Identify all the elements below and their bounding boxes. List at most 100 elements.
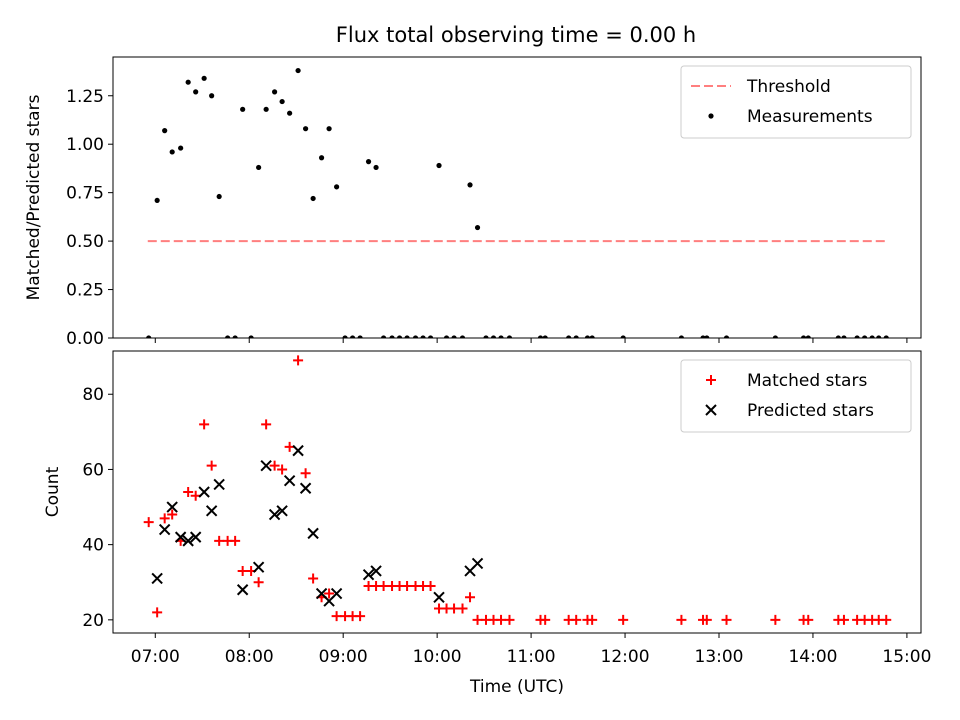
measurement-point: [201, 75, 207, 81]
measurement-point: [678, 335, 685, 338]
matched-stars-point: [676, 614, 687, 625]
measurement-point: [232, 335, 238, 338]
matched-stars-point: [167, 509, 178, 520]
predicted-stars-point: [471, 557, 484, 570]
y-tick-label: 1.00: [66, 135, 104, 155]
matched-stars-point: [571, 614, 582, 625]
y-tick-label: 0.25: [66, 281, 104, 301]
measurement-point: [225, 335, 231, 338]
measurement-point: [193, 89, 199, 95]
y-tick-label: 0.00: [66, 329, 104, 349]
measurement-point: [169, 149, 175, 155]
plot-content: [146, 67, 889, 338]
predicted-stars-point: [330, 587, 343, 600]
matched-stars-point: [504, 614, 515, 625]
predicted-stars-point: [307, 527, 319, 540]
measurement-point: [427, 335, 434, 338]
axes-frame: [112, 56, 922, 339]
predicted-stars-point: [252, 561, 265, 573]
matched-stars-point: [838, 614, 849, 625]
x-tick-label: 07:00: [131, 647, 180, 667]
matched-stars-point: [253, 577, 264, 588]
measurement-point: [483, 335, 489, 338]
predicted-stars-point: [370, 565, 382, 577]
bottom-plot: 20 40 60 80 07:00 08:00 09:00 10:00 11:00 12:00 13…: [43, 350, 931, 697]
legend-box: [680, 65, 912, 139]
matched-stars-point: [183, 487, 194, 497]
measurement-point: [310, 195, 316, 202]
legend-label: Matched stars: [747, 371, 867, 391]
measurement-point: [349, 335, 356, 338]
matched-stars-point: [230, 535, 241, 546]
measurement-point: [396, 335, 403, 338]
legend-label: Predicted stars: [747, 401, 874, 421]
legend-label: Threshold: [746, 77, 831, 97]
legend: Matched stars Predicted stars: [680, 359, 912, 433]
x-tick-label: 10:00: [413, 647, 462, 667]
measurement-point: [185, 79, 191, 85]
measurement-point: [380, 335, 387, 338]
legend-label: Measurements: [747, 107, 873, 127]
matched-stars-point: [881, 614, 892, 625]
measurement-point: [279, 98, 285, 105]
x-axis-label: Time (UTC): [469, 677, 564, 697]
matched-stars-point: [159, 513, 170, 524]
measurement-point: [318, 155, 325, 161]
measurement-point: [620, 335, 626, 338]
y-tick-label: 60: [82, 460, 104, 480]
measurement-point: [436, 162, 442, 169]
measurement-point: [373, 164, 379, 171]
legend-predicted-swatch: [705, 404, 717, 416]
y-tick-label: 40: [82, 536, 104, 556]
matched-stars-point: [308, 573, 319, 584]
matched-stars-point: [449, 603, 460, 614]
predicted-stars-point: [213, 478, 225, 491]
measurement-point: [443, 335, 450, 338]
measurement-point: [389, 335, 395, 338]
measurement-point: [805, 335, 811, 338]
predicted-stars-point: [292, 444, 304, 457]
predicted-stars-point: [299, 482, 312, 494]
x-tick-label: 13:00: [695, 647, 744, 667]
measurement-point: [506, 335, 513, 338]
measurement-point: [154, 197, 160, 204]
matched-stars-point: [618, 614, 629, 625]
x-tick-label: 15:00: [882, 647, 931, 667]
predicted-stars-point: [205, 505, 218, 517]
x-tick-label: 11:00: [507, 647, 556, 667]
predicted-stars-point: [362, 569, 375, 581]
measurement-point: [420, 335, 426, 338]
measurement-point: [240, 106, 246, 112]
matched-stars-point: [277, 464, 288, 475]
predicted-stars-point: [198, 486, 210, 498]
matched-stars-point: [540, 614, 551, 625]
predicted-stars-point: [182, 535, 194, 547]
matched-stars-point: [206, 460, 217, 471]
matched-stars-point: [152, 607, 163, 618]
predicted-stars-point: [189, 531, 202, 543]
measurement-point: [216, 193, 222, 200]
legend-matched-swatch: [706, 375, 716, 385]
predicted-stars-point: [158, 523, 171, 536]
measurement-point: [256, 164, 262, 171]
y-tick-label: 80: [82, 385, 104, 405]
predicted-stars-point: [260, 459, 272, 472]
measurement-point: [295, 67, 301, 74]
measurement-point: [272, 89, 278, 95]
predicted-stars-point: [283, 475, 296, 487]
measurement-point: [146, 335, 152, 338]
measurement-point: [841, 335, 847, 338]
measurement-point: [566, 335, 572, 338]
matched-stars-point: [261, 419, 272, 430]
matched-stars-point: [143, 517, 154, 528]
legend: Threshold Measurements: [680, 65, 912, 139]
matched-stars-point: [293, 355, 304, 366]
measurement-point: [573, 335, 579, 338]
measurement-point: [772, 335, 778, 338]
matched-stars-point: [214, 535, 225, 546]
matched-stars-point: [770, 614, 781, 625]
y-axis-label: Count: [43, 466, 63, 517]
measurement-point: [490, 335, 497, 338]
y-axis-label: Matched/Predicted stars: [24, 94, 44, 300]
